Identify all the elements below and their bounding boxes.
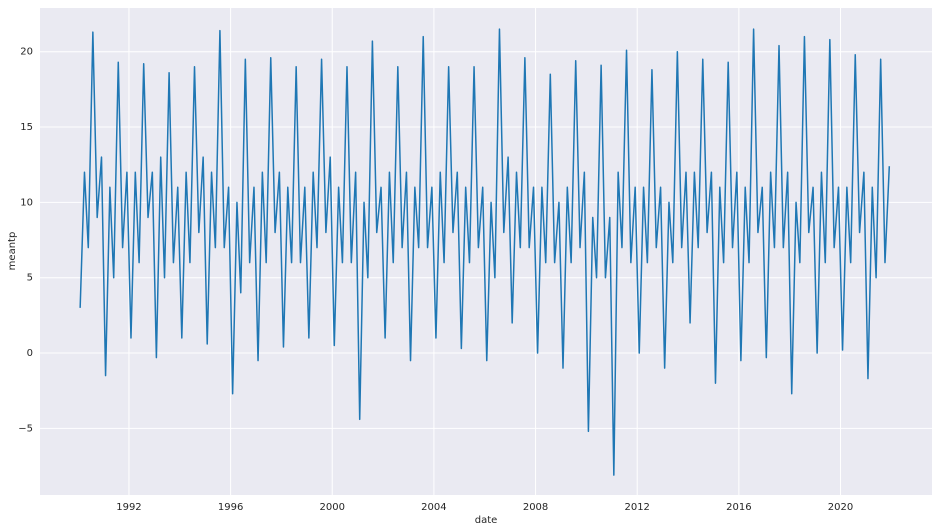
y-axis-label: meantp (7, 232, 18, 271)
plot-area (40, 8, 932, 495)
x-tick-label: 2012 (624, 502, 649, 513)
x-tick-label: 2016 (726, 502, 751, 513)
x-axis-label: date (475, 515, 498, 526)
x-tick-label: 2004 (421, 502, 446, 513)
y-tick-label: 5 (27, 273, 33, 284)
y-tick-label: 20 (20, 47, 33, 58)
x-tick-label: 2000 (320, 502, 345, 513)
y-tick-label: 10 (20, 197, 33, 208)
y-tick-label: −5 (18, 423, 33, 434)
data-line (79, 28, 891, 476)
x-tick-label: 2020 (828, 502, 853, 513)
x-tick-label: 1992 (116, 502, 141, 513)
y-tick-label: 0 (27, 348, 33, 359)
x-tick-label: 1996 (218, 502, 243, 513)
x-tick-label: 2008 (523, 502, 548, 513)
y-tick-label: 15 (20, 122, 33, 133)
